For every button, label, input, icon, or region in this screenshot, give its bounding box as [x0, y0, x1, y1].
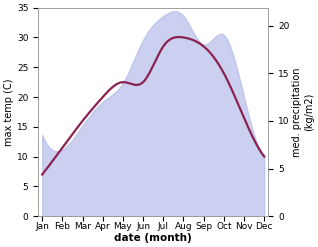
Y-axis label: max temp (C): max temp (C) [4, 78, 14, 146]
X-axis label: date (month): date (month) [114, 233, 192, 243]
Y-axis label: med. precipitation
(kg/m2): med. precipitation (kg/m2) [292, 67, 314, 157]
